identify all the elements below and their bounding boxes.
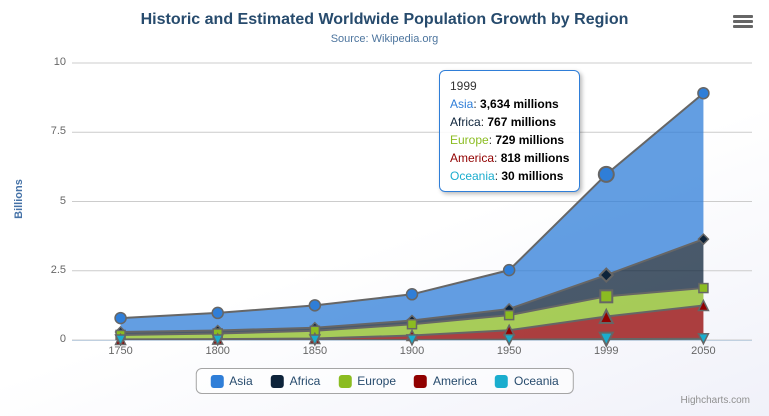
marker-europe-1950[interactable] xyxy=(503,309,515,321)
marker-asia-1750[interactable] xyxy=(114,311,127,325)
legend-label: America xyxy=(433,374,478,388)
legend-swatch-icon xyxy=(495,374,509,388)
y-axis-label: 0 xyxy=(59,333,66,345)
area-asia[interactable] xyxy=(120,93,704,332)
marker-america-1999[interactable] xyxy=(598,307,615,325)
marker-asia-1800[interactable] xyxy=(211,306,224,320)
tooltip-row-asia: Asia: 3,634 millions xyxy=(450,95,569,113)
context-menu-icon[interactable] xyxy=(733,15,753,28)
marker-africa-2050[interactable] xyxy=(697,233,710,246)
tooltip-row-oceania: Oceania: 30 millions xyxy=(450,167,569,185)
tooltip-series-value: 30 millions xyxy=(501,169,564,183)
legend-item-africa[interactable]: Africa xyxy=(270,374,321,388)
marker-europe-1900[interactable] xyxy=(406,318,418,330)
x-axis-label-1950: 1950 xyxy=(496,345,522,357)
legend-swatch-icon xyxy=(270,374,284,388)
tooltip-row-america: America: 818 millions xyxy=(450,149,569,167)
tooltip-separator: : xyxy=(480,115,488,129)
y-axis-label: 7.5 xyxy=(50,125,66,138)
marker-oceania-1999[interactable] xyxy=(598,331,615,348)
tooltip-series-name: Asia xyxy=(450,97,474,111)
marker-oceania-1750[interactable] xyxy=(114,334,127,347)
marker-oceania-1900[interactable] xyxy=(405,334,419,347)
legend-item-asia[interactable]: Asia xyxy=(210,374,253,388)
chart-subtitle: Source: Wikipedia.org xyxy=(330,33,439,45)
tooltip-series-value: 767 millions xyxy=(487,115,557,129)
credits-link[interactable]: Highcharts.com xyxy=(680,395,750,406)
marker-europe-1999[interactable] xyxy=(599,289,614,304)
marker-asia-1900[interactable] xyxy=(405,288,419,301)
marker-asia-1850[interactable] xyxy=(308,299,322,312)
marker-asia-1950[interactable] xyxy=(502,263,516,277)
legend-swatch-icon xyxy=(338,374,352,388)
tooltip-row-africa: Africa: 767 millions xyxy=(450,113,569,131)
x-axis-label-1999: 1999 xyxy=(594,345,619,357)
legend-label: Europe xyxy=(357,374,397,388)
area-america[interactable] xyxy=(120,305,704,340)
area-africa[interactable] xyxy=(120,239,704,335)
legend-label: Asia xyxy=(229,374,253,388)
tooltip-series-value: 818 millions xyxy=(500,151,570,165)
x-axis-label-1800: 1800 xyxy=(205,345,230,357)
legend: Asia Africa Europe America Oceania xyxy=(195,368,574,394)
tooltip-header: 1999 xyxy=(450,79,477,93)
marker-africa-1999[interactable] xyxy=(598,267,615,283)
x-axis-label-1750: 1750 xyxy=(108,345,133,357)
legend-swatch-icon xyxy=(210,374,224,388)
tooltip-series-name: America xyxy=(450,151,495,165)
burger-bar xyxy=(733,20,753,23)
marker-oceania-1850[interactable] xyxy=(308,334,322,347)
tooltip-series-name: Europe xyxy=(450,133,489,147)
legend-item-europe[interactable]: Europe xyxy=(338,374,396,388)
tooltip-series-name: Oceania xyxy=(450,169,495,183)
legend-item-america[interactable]: America xyxy=(414,374,477,388)
x-axis-label-1850: 1850 xyxy=(302,345,328,357)
y-axis-label: 10 xyxy=(53,56,66,68)
burger-bar xyxy=(733,25,753,28)
tooltip-separator: : xyxy=(494,169,502,183)
legend-item-oceania[interactable]: Oceania xyxy=(495,374,559,388)
x-axis-label-1900: 1900 xyxy=(399,345,425,357)
tooltip-series-value: 3,634 millions xyxy=(480,97,559,111)
marker-oceania-1800[interactable] xyxy=(211,334,224,347)
tooltip-separator: : xyxy=(488,133,496,147)
x-axis-label-2050: 2050 xyxy=(691,345,716,357)
tooltip-series-value: 729 millions xyxy=(495,133,565,147)
marker-oceania-1950[interactable] xyxy=(502,333,516,347)
y-axis-label: 5 xyxy=(59,194,66,207)
y-axis-label: 2.5 xyxy=(50,263,66,276)
chart-title: Historic and Estimated Worldwide Populat… xyxy=(140,11,629,28)
tooltip-series-name: Africa xyxy=(450,115,481,129)
marker-oceania-2050[interactable] xyxy=(697,332,710,346)
tooltip-separator: : xyxy=(473,97,481,111)
legend-swatch-icon xyxy=(414,374,428,388)
legend-label: Africa xyxy=(289,374,321,388)
burger-bar xyxy=(733,15,753,18)
marker-america-2050[interactable] xyxy=(697,298,710,312)
tooltip: 1999 Asia: 3,634 millions Africa: 767 mil… xyxy=(439,70,581,192)
legend-label: Oceania xyxy=(514,374,559,388)
marker-asia-1999[interactable] xyxy=(597,165,615,183)
marker-asia-2050[interactable] xyxy=(697,86,710,100)
tooltip-rows: Asia: 3,634 millions Africa: 767 millions… xyxy=(450,95,569,185)
tooltip-row-europe: Europe: 729 millions xyxy=(450,131,569,149)
marker-europe-2050[interactable] xyxy=(698,282,709,294)
tooltip-separator: : xyxy=(494,151,501,165)
